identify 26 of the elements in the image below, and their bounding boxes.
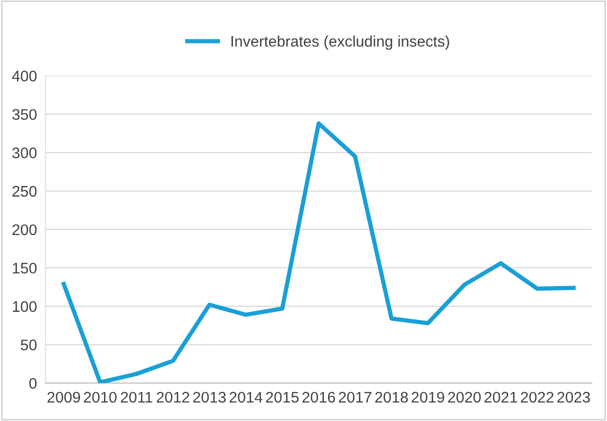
x-tick-label: 2014 bbox=[230, 392, 262, 403]
x-tick-label: 2011 bbox=[120, 392, 152, 403]
x-tick-label: 2010 bbox=[84, 392, 117, 403]
y-tick-label: 0 bbox=[29, 378, 37, 389]
x-tick-label: 2017 bbox=[338, 392, 372, 403]
x-tick-label: 2020 bbox=[448, 392, 481, 403]
y-tick-label: 400 bbox=[12, 70, 37, 82]
x-tick-label: 2015 bbox=[266, 392, 299, 403]
x-tick-label: 2016 bbox=[302, 392, 335, 403]
x-tick-label: 2018 bbox=[375, 392, 408, 403]
x-tick-label: 2013 bbox=[193, 392, 226, 403]
x-tick-label: 2019 bbox=[412, 392, 444, 403]
x-tick-label: 2023 bbox=[557, 392, 590, 403]
y-tick-label: 150 bbox=[12, 262, 37, 274]
line-series bbox=[62, 121, 576, 384]
x-tick-label: 2022 bbox=[520, 392, 554, 403]
y-tick-label: 200 bbox=[12, 224, 37, 236]
x-tick-label: 2021 bbox=[484, 392, 518, 403]
y-tick-label: 100 bbox=[12, 301, 37, 312]
y-tick-label: 350 bbox=[12, 109, 37, 120]
y-tick-label: 300 bbox=[12, 147, 37, 158]
x-tick-label: 2012 bbox=[156, 392, 190, 403]
y-tick-label: 50 bbox=[20, 340, 37, 350]
x-tick-label: 2009 bbox=[48, 392, 80, 403]
y-tick-label: 250 bbox=[12, 186, 37, 197]
legend-label: Invertebrates (excluding insects) bbox=[232, 35, 450, 50]
